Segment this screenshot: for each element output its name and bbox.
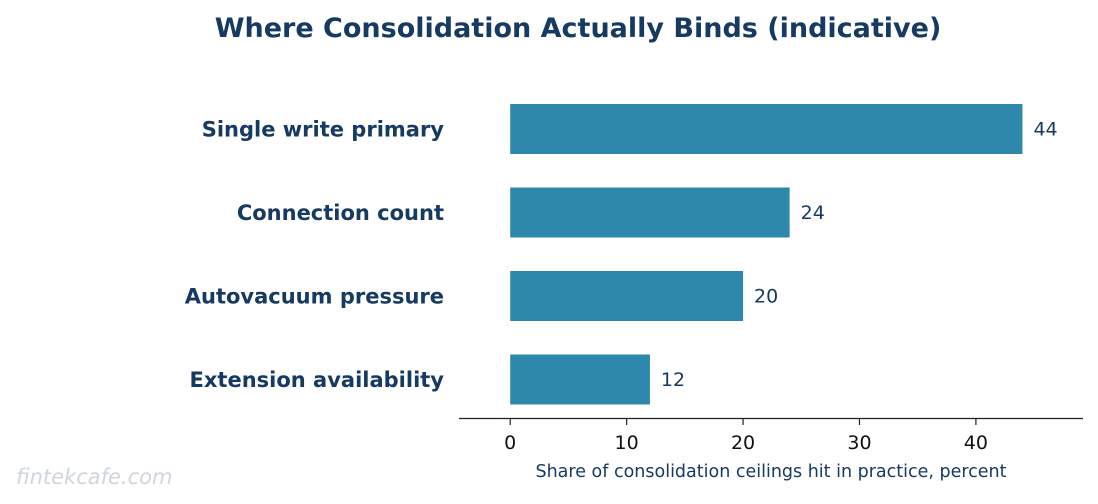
bar: [510, 271, 744, 321]
bar: [510, 104, 1023, 154]
data-label: 12: [661, 369, 685, 391]
x-axis-label: Share of consolidation ceilings hit in p…: [535, 462, 1006, 482]
x-tick-label: 10: [615, 432, 639, 454]
value-labels: 44 24 20 12: [661, 119, 1058, 392]
watermark: fintekcafe.com: [16, 465, 172, 489]
bar: [510, 354, 650, 405]
bars-group: [510, 104, 1023, 405]
category-label: Extension availability: [190, 368, 445, 392]
category-label: Single write primary: [202, 118, 445, 142]
chart-title: Where Consolidation Actually Binds (indi…: [215, 13, 942, 44]
category-label: Connection count: [237, 201, 444, 225]
data-label: 44: [1033, 119, 1057, 141]
x-axis-ticks: 0 10 20 30 40: [504, 419, 988, 454]
bar: [510, 187, 790, 238]
category-labels: Single write primary Connection count Auto…: [185, 118, 445, 393]
data-label: 24: [801, 202, 825, 224]
category-label: Autovacuum pressure: [185, 285, 444, 309]
data-label: 20: [754, 286, 778, 308]
x-tick-label: 0: [504, 432, 516, 454]
x-tick-label: 40: [964, 432, 988, 454]
x-tick-label: 20: [731, 432, 755, 454]
x-tick-label: 30: [847, 432, 871, 454]
